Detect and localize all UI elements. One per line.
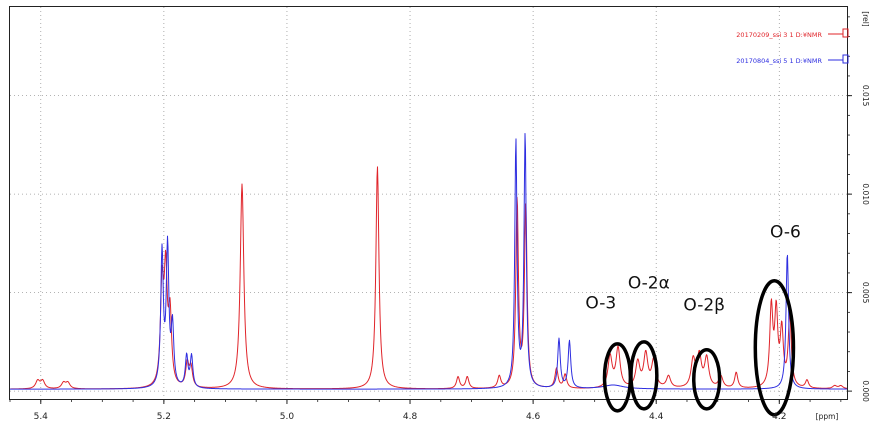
x-tick-label: 5.0 — [280, 412, 295, 422]
legend-entry-0: 20170209_ssi 3 1 D:¥NMR — [736, 31, 822, 39]
x-tick-label: 4.6 — [526, 412, 541, 422]
legend-box-0 — [842, 28, 849, 38]
annotation-label-2: O-2β — [683, 295, 725, 315]
legend-box-1 — [842, 54, 849, 64]
annotation-label-3: O-6 — [770, 222, 801, 242]
y-unit-label: [rel] — [861, 11, 870, 27]
grid — [10, 7, 847, 399]
axes: 5.4 5.2 5.0 4.8 4.6 4.4 4.2 0.000 0.005 0.010 0.01… — [9, 11, 870, 422]
x-tick-label: 5.4 — [34, 412, 49, 422]
x-unit-label: [ppm] — [816, 412, 839, 421]
y-tick-label: 0.015 — [861, 85, 870, 107]
legend-entry-1: 20170804_ssi 5 1 D:¥NMR — [736, 57, 822, 65]
series-group — [10, 133, 848, 390]
annotation-group: O-3 O-2α O-2β O-6 — [585, 222, 801, 417]
y-tick-label: 0.010 — [861, 183, 870, 205]
y-tick-label: 0.005 — [861, 282, 870, 304]
x-tick-label: 4.4 — [649, 412, 664, 422]
x-tick-label: 4.2 — [772, 412, 786, 422]
x-tick-label: 5.2 — [157, 412, 171, 422]
highlight-ellipse-1 — [629, 340, 659, 411]
plot-frame — [9, 6, 848, 400]
y-tick-label: 0.000 — [861, 380, 870, 402]
highlight-ellipse-3 — [753, 279, 796, 417]
legend: 20170209_ssi 3 1 D:¥NMR 20170804_ssi 5 1 … — [736, 28, 849, 65]
x-tick-label: 4.8 — [403, 412, 418, 422]
spectrum-line-1 — [10, 133, 848, 390]
annotation-label-0: O-3 — [585, 293, 616, 313]
annotation-label-1: O-2α — [628, 274, 670, 294]
highlight-ellipse-2 — [692, 348, 722, 411]
